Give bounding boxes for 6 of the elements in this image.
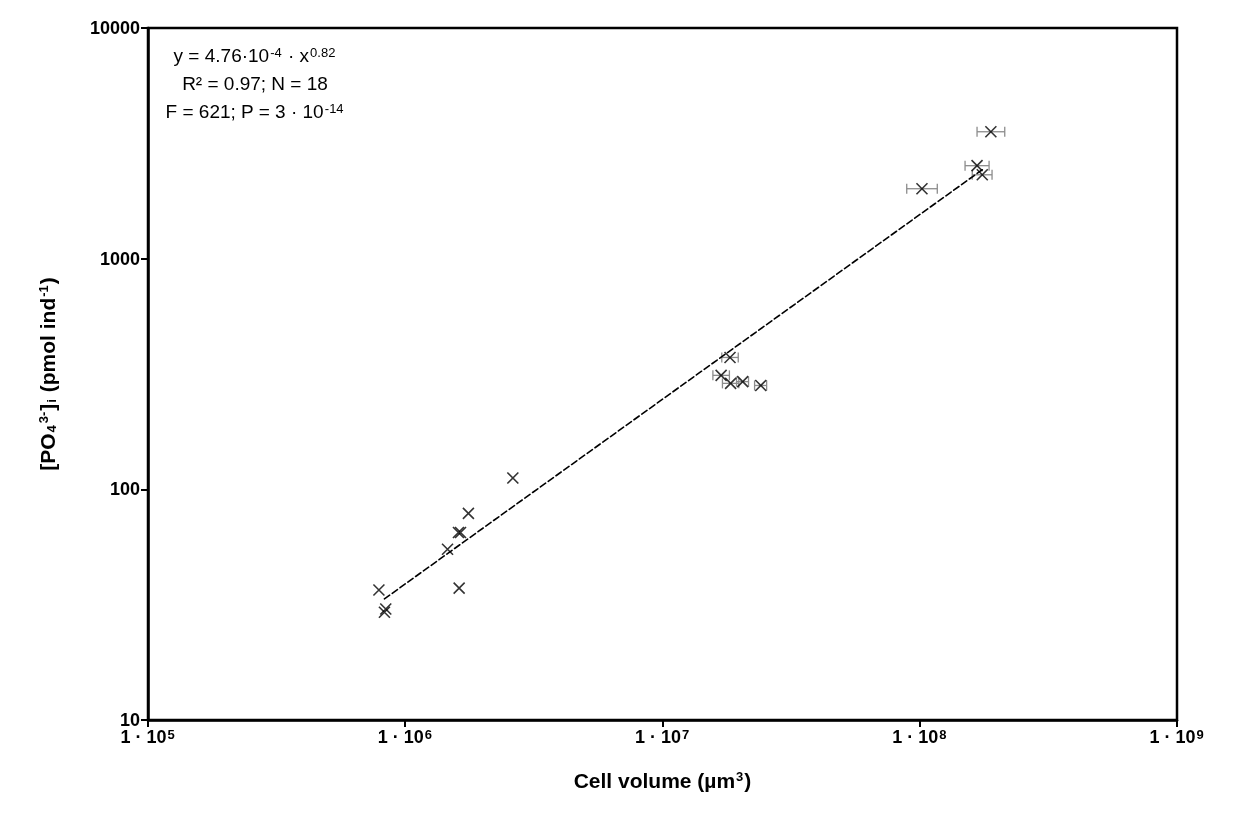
y-axis-title: [PO43-]i (pmol ind-1)	[36, 277, 59, 471]
y-tick-label: 1000	[99, 248, 140, 269]
y-tick-label: 100	[109, 479, 140, 500]
annotation: R² = 0.97; N = 18	[182, 73, 328, 94]
y-tick-label: 10	[119, 710, 140, 730]
y-tick-label: 10000	[89, 18, 140, 38]
